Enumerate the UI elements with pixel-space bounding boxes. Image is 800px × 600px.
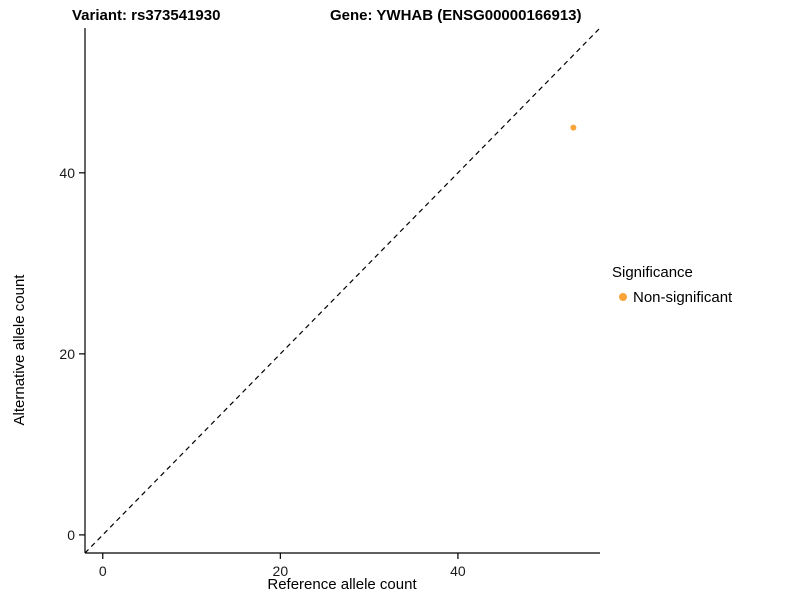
identity-reference-line: [84, 27, 601, 554]
legend-key-dot: [619, 293, 627, 301]
axes: 0 20 40 0 20 40: [59, 28, 600, 579]
legend-entry-label: Non-significant: [633, 289, 733, 306]
plot-title-gene: Gene: YWHAB (ENSG00000166913): [330, 7, 582, 24]
x-tick-label: 40: [450, 563, 466, 579]
y-tick-label: 0: [67, 527, 75, 543]
x-tick-label: 20: [273, 563, 289, 579]
data-points: [570, 124, 577, 131]
y-tick-label: 40: [59, 165, 75, 181]
y-tick-label: 20: [59, 346, 75, 362]
x-axis-label: Reference allele count: [267, 576, 417, 593]
scatter-point: [570, 124, 577, 131]
y-axis-label: Alternative allele count: [11, 274, 28, 426]
legend-title: Significance: [612, 264, 693, 281]
identity-line: [84, 27, 601, 554]
x-tick-label: 0: [99, 563, 107, 579]
plot-title-variant: Variant: rs373541930: [72, 7, 220, 24]
legend: Significance Non-significant: [612, 264, 733, 306]
